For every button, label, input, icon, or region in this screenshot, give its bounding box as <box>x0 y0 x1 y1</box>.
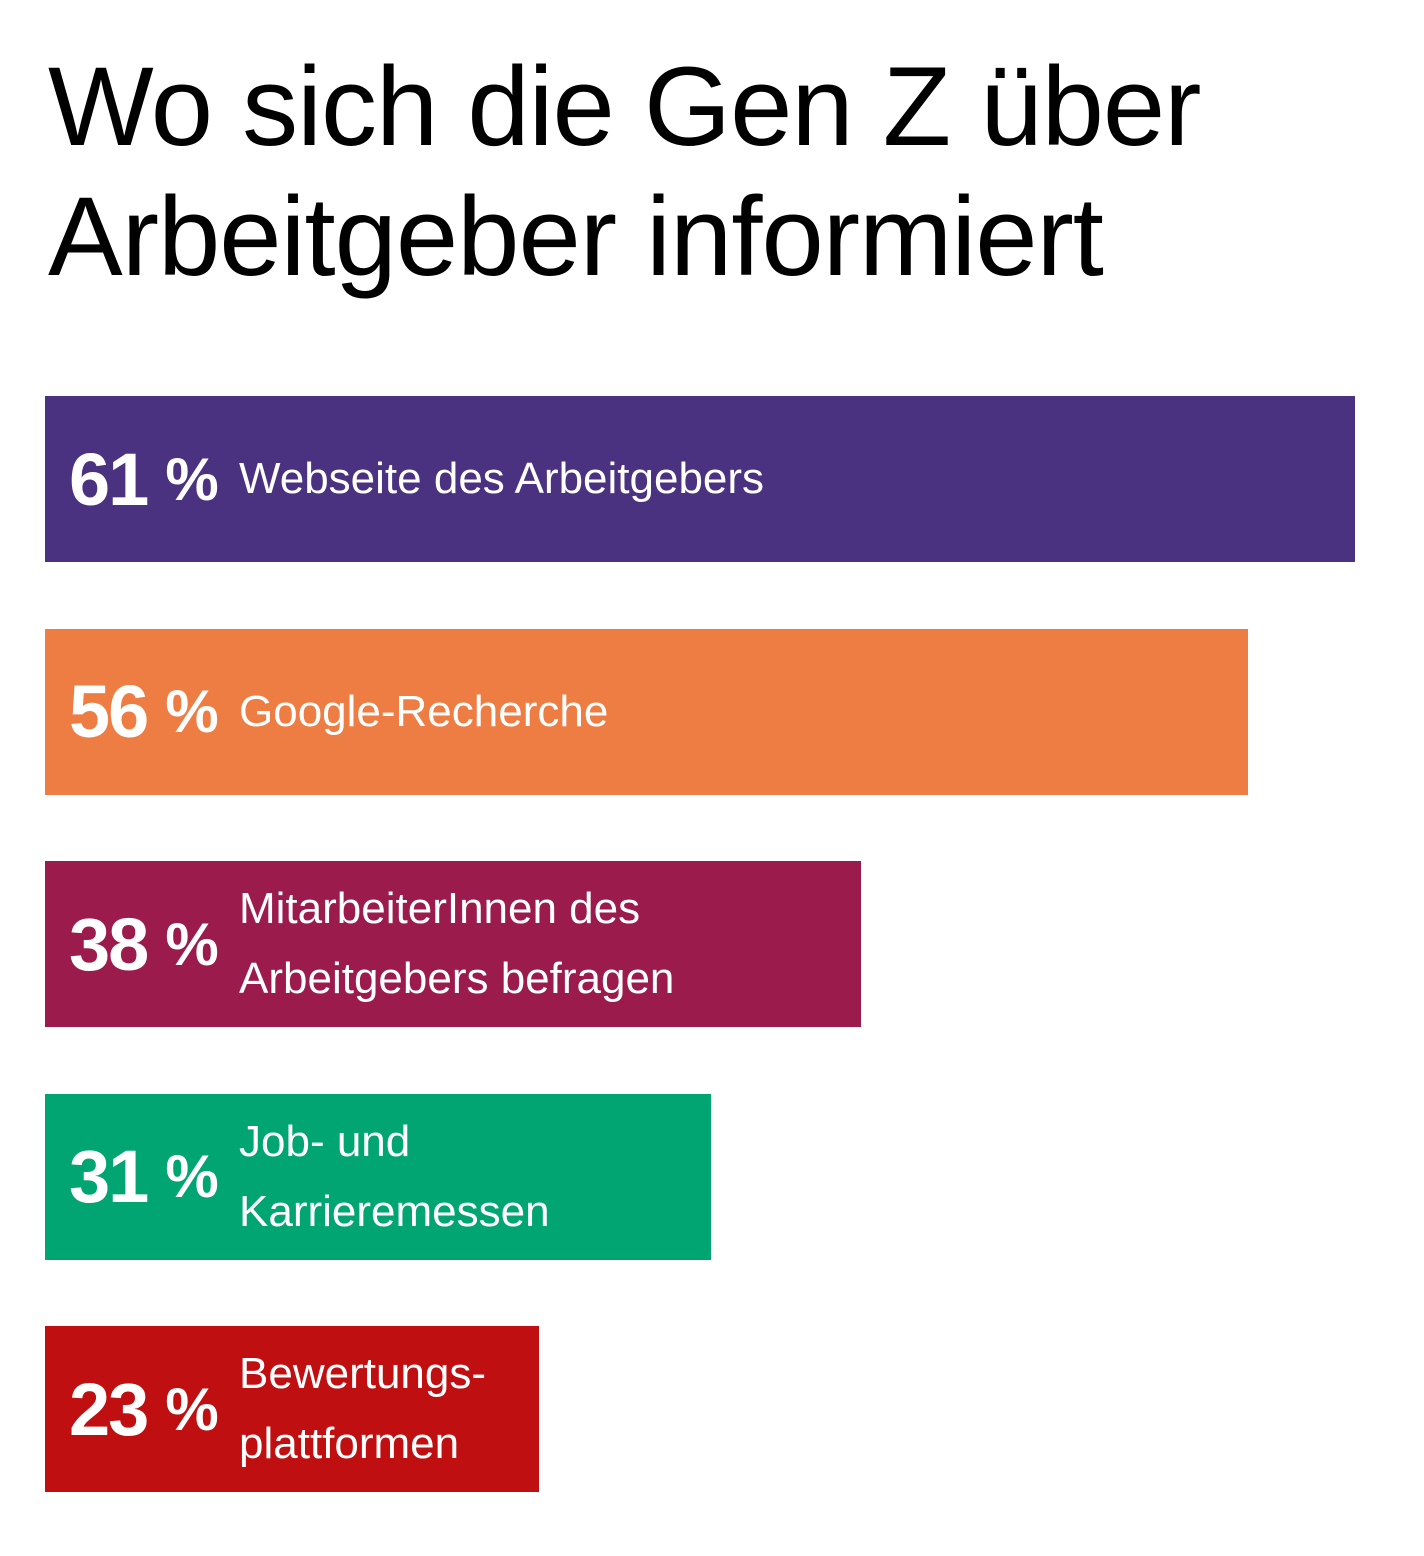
bar-value-label: 56% <box>69 629 219 795</box>
bar-1: 56% Google-Recherche <box>45 628 1248 795</box>
bar-value-label: 23% <box>69 1326 219 1492</box>
bar-4: 23% Bewertungs- plattformen <box>45 1326 539 1492</box>
chart-title: Wo sich die Gen Z über Arbeitgeber infor… <box>48 44 1201 299</box>
bar-category-label: Bewertungs- plattformen <box>239 1349 487 1468</box>
bar-chart: 61% Webseite des Arbeitgebers 56% Google-Re… <box>45 396 1355 1496</box>
bar-category-label: Job- und Karrieremessen <box>239 1116 550 1236</box>
bar-value-unit: % <box>165 678 219 745</box>
bar-value-unit: % <box>165 910 219 978</box>
bar-value-number: 23 <box>69 1367 149 1451</box>
bar-3: 31% Job- und Karrieremessen <box>45 1093 711 1260</box>
bar-value-number: 38 <box>69 902 149 986</box>
bar-value-number: 61 <box>69 437 149 521</box>
bar-value-label: 38% <box>69 861 219 1027</box>
bar-value-label: 31% <box>69 1094 219 1260</box>
bar-value-unit: % <box>165 445 219 513</box>
bar-category-label: Webseite des Arbeitgebers <box>239 454 765 503</box>
bar-category-label: Google-Recherche <box>239 686 609 736</box>
bar-value-number: 31 <box>69 1135 149 1218</box>
bar-category-label: MitarbeiterInnen des Arbeitgebers befrag… <box>239 884 675 1003</box>
bar-2: 38% MitarbeiterInnen des Arbeitgebers bef… <box>45 861 861 1027</box>
bar-0: 61% Webseite des Arbeitgebers <box>45 396 1355 562</box>
bar-value-number: 56 <box>69 670 149 753</box>
bar-value-unit: % <box>165 1143 219 1210</box>
bar-value-label: 61% <box>69 396 219 562</box>
bar-value-unit: % <box>165 1375 219 1443</box>
